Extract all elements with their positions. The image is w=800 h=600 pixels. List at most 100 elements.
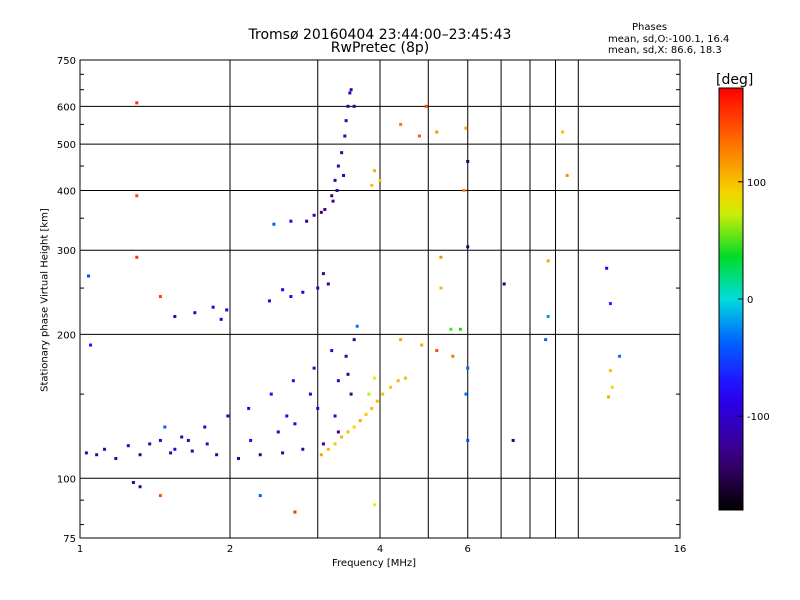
data-point: [333, 178, 337, 182]
data-point: [219, 317, 223, 321]
data-point: [169, 451, 173, 455]
data-point: [435, 130, 439, 134]
data-point: [316, 286, 320, 290]
data-point: [462, 188, 466, 192]
data-point: [305, 219, 309, 223]
data-point: [435, 349, 439, 353]
data-point: [163, 425, 167, 429]
data-point: [546, 314, 550, 318]
data-point: [173, 447, 177, 451]
data-point: [135, 101, 139, 105]
data-point: [319, 453, 323, 457]
data-point: [348, 91, 352, 95]
x-tick-label: 16: [674, 544, 687, 555]
data-point: [466, 366, 470, 370]
data-point: [291, 379, 295, 383]
data-point: [281, 288, 285, 292]
data-point: [346, 372, 350, 376]
data-point: [289, 219, 293, 223]
data-point: [399, 122, 403, 126]
data-point: [236, 456, 240, 460]
data-point: [439, 286, 443, 290]
x-tick-label: 1: [77, 544, 83, 555]
data-point: [86, 274, 90, 278]
data-point: [340, 435, 344, 439]
y-tick-label: 300: [57, 246, 76, 257]
data-point: [126, 444, 130, 448]
data-point: [326, 282, 330, 286]
y-axis-label: Stationary phase Virtual Height [km]: [39, 208, 51, 392]
data-point: [349, 88, 353, 92]
data-point: [333, 414, 337, 418]
data-point: [449, 327, 453, 331]
y-tick-label: 100: [57, 474, 76, 485]
data-point: [608, 302, 612, 306]
data-point: [466, 159, 470, 163]
data-point: [610, 385, 614, 389]
data-point: [378, 178, 382, 182]
data-point: [608, 369, 612, 373]
data-point: [344, 119, 348, 123]
data-point: [544, 338, 548, 342]
stats-heading: Phases: [632, 22, 668, 33]
data-point: [451, 354, 455, 358]
data-point: [301, 290, 305, 294]
y-tick-label: 400: [57, 186, 76, 197]
data-point: [396, 379, 400, 383]
data-point: [272, 222, 276, 226]
data-point: [352, 104, 356, 108]
plot-frame: [79, 59, 681, 539]
data-point: [205, 442, 209, 446]
data-point: [370, 183, 374, 187]
data-point: [370, 406, 374, 410]
data-point: [158, 494, 162, 498]
stats-o-mode: mean, sd,O:-100.1, 16.4: [608, 34, 730, 45]
y-tick-label: 500: [57, 140, 76, 151]
data-point: [336, 379, 340, 383]
y-tick-label: 200: [57, 330, 76, 341]
data-point: [561, 130, 565, 134]
data-point: [276, 430, 280, 434]
data-point: [464, 392, 468, 396]
data-point: [308, 392, 312, 396]
data-point: [367, 392, 371, 396]
data-point: [607, 395, 611, 399]
data-point: [138, 485, 142, 489]
data-point: [316, 406, 320, 410]
data-point: [352, 425, 356, 429]
data-point: [546, 259, 550, 263]
data-point: [344, 354, 348, 358]
colorbar-tick-label: 0: [747, 295, 753, 306]
data-point: [336, 430, 340, 434]
data-point: [335, 188, 339, 192]
data-point: [89, 343, 93, 347]
data-point: [466, 245, 470, 249]
data-point: [373, 503, 377, 507]
colorbar-tick-label: 100: [747, 178, 766, 189]
data-point: [193, 311, 197, 315]
colorbar-tick-label: -100: [747, 412, 770, 423]
data-point: [502, 282, 506, 286]
x-axis-label: Frequency [MHz]: [332, 558, 417, 569]
colorbar-label: [deg]: [716, 72, 754, 88]
data-point: [135, 255, 139, 259]
data-point: [114, 456, 118, 460]
data-point: [138, 453, 142, 457]
x-tick-label: 6: [465, 544, 471, 555]
y-tick-label: 600: [57, 102, 76, 113]
data-point: [301, 447, 305, 451]
data-point: [399, 338, 403, 342]
y-tick-label: 75: [63, 534, 76, 545]
data-point: [355, 324, 359, 328]
data-point: [281, 451, 285, 455]
data-point: [203, 425, 207, 429]
x-tick-label: 4: [377, 544, 383, 555]
data-point: [358, 419, 362, 423]
data-point: [131, 480, 135, 484]
data-point: [346, 430, 350, 434]
data-point: [340, 151, 344, 155]
data-point: [323, 208, 327, 212]
data-point: [618, 354, 622, 358]
data-point: [135, 194, 139, 198]
data-point: [565, 173, 569, 177]
